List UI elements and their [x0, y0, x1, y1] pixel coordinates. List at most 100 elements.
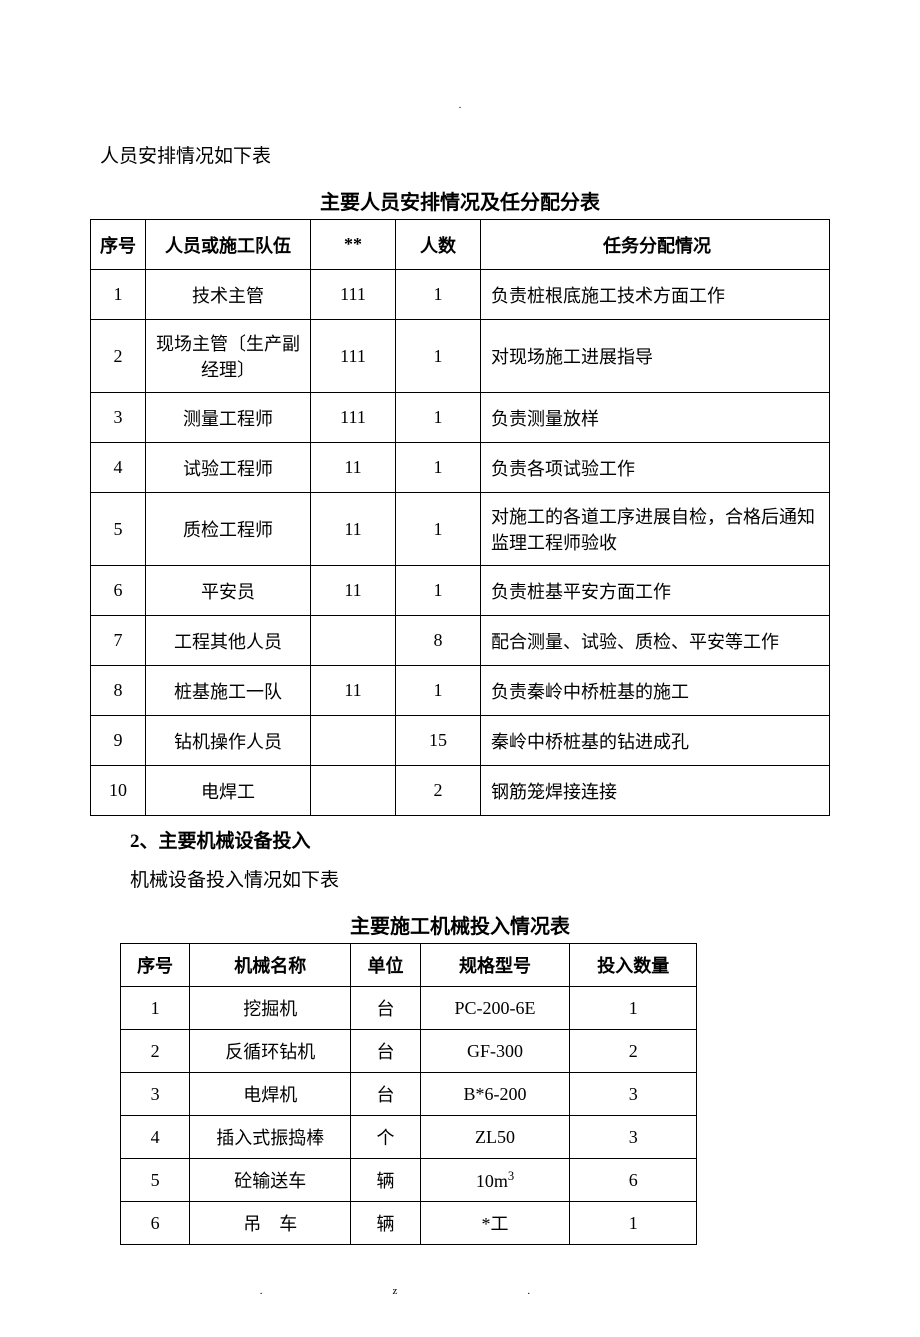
cell-task: 负责秦岭中桥桩基的施工: [481, 666, 830, 716]
cell-count: 1: [396, 566, 481, 616]
footer-right: z.: [393, 1285, 661, 1297]
cell-qty: 1: [570, 1202, 697, 1245]
cell-seq: 2: [121, 1030, 190, 1073]
cell-count: 1: [396, 443, 481, 493]
cell-seq: 7: [91, 616, 146, 666]
th2-qty: 投入数量: [570, 944, 697, 987]
table-row: 1技术主管1111负责桩根底施工技术方面工作: [91, 270, 830, 320]
table-row: 10电焊工2钢筋笼焊接连接: [91, 766, 830, 816]
cell-name: 插入式振捣棒: [190, 1116, 351, 1159]
cell-role: 工程其他人员: [146, 616, 311, 666]
cell-seq: 6: [91, 566, 146, 616]
cell-role: 钻机操作人员: [146, 716, 311, 766]
cell-name: 砼输送车: [190, 1159, 351, 1202]
cell-spec: ZL50: [420, 1116, 570, 1159]
cell-star: [311, 766, 396, 816]
cell-star: 111: [311, 393, 396, 443]
top-marker: .: [90, 100, 830, 111]
th-star: **: [311, 220, 396, 270]
cell-task: 负责桩基平安方面工作: [481, 566, 830, 616]
cell-count: 8: [396, 616, 481, 666]
th2-name: 机械名称: [190, 944, 351, 987]
cell-count: 1: [396, 320, 481, 393]
cell-seq: 2: [91, 320, 146, 393]
section2-heading: 2、主要机械设备投入: [130, 826, 830, 853]
cell-seq: 3: [121, 1073, 190, 1116]
cell-role: 测量工程师: [146, 393, 311, 443]
cell-star: 111: [311, 270, 396, 320]
th2-seq: 序号: [121, 944, 190, 987]
th-count: 人数: [396, 220, 481, 270]
cell-qty: 3: [570, 1073, 697, 1116]
cell-star: 11: [311, 666, 396, 716]
cell-unit: 辆: [351, 1202, 420, 1245]
cell-name: 挖掘机: [190, 987, 351, 1030]
cell-count: 1: [396, 666, 481, 716]
cell-count: 2: [396, 766, 481, 816]
cell-seq: 5: [91, 493, 146, 566]
table-row: 4插入式振捣棒个ZL503: [121, 1116, 697, 1159]
table1-header-row: 序号 人员或施工队伍 ** 人数 任务分配情况: [91, 220, 830, 270]
table-row: 8桩基施工一队111负责秦岭中桥桩基的施工: [91, 666, 830, 716]
footer: .z.: [90, 1285, 830, 1297]
table2-body: 1挖掘机台PC-200-6E12反循环钻机台GF-30023电焊机台B*6-20…: [121, 987, 697, 1245]
cell-star: 11: [311, 443, 396, 493]
cell-qty: 6: [570, 1159, 697, 1202]
cell-star: [311, 616, 396, 666]
cell-role: 桩基施工一队: [146, 666, 311, 716]
table-row: 9钻机操作人员15秦岭中桥桩基的钻进成孔: [91, 716, 830, 766]
personnel-table: 序号 人员或施工队伍 ** 人数 任务分配情况 1技术主管1111负责桩根底施工…: [90, 219, 830, 816]
table-row: 6平安员111负责桩基平安方面工作: [91, 566, 830, 616]
cell-star: 11: [311, 566, 396, 616]
th2-unit: 单位: [351, 944, 420, 987]
cell-qty: 1: [570, 987, 697, 1030]
cell-unit: 辆: [351, 1159, 420, 1202]
table-row: 1挖掘机台PC-200-6E1: [121, 987, 697, 1030]
cell-spec: GF-300: [420, 1030, 570, 1073]
table-row: 5砼输送车辆10m36: [121, 1159, 697, 1202]
cell-role: 技术主管: [146, 270, 311, 320]
cell-seq: 6: [121, 1202, 190, 1245]
table-row: 2反循环钻机台GF-3002: [121, 1030, 697, 1073]
cell-qty: 2: [570, 1030, 697, 1073]
cell-seq: 5: [121, 1159, 190, 1202]
th2-spec: 规格型号: [420, 944, 570, 987]
cell-unit: 台: [351, 987, 420, 1030]
cell-unit: 台: [351, 1073, 420, 1116]
cell-star: 111: [311, 320, 396, 393]
cell-seq: 4: [91, 443, 146, 493]
cell-seq: 3: [91, 393, 146, 443]
cell-task: 配合测量、试验、质检、平安等工作: [481, 616, 830, 666]
th-role: 人员或施工队伍: [146, 220, 311, 270]
cell-role: 平安员: [146, 566, 311, 616]
th-task: 任务分配情况: [481, 220, 830, 270]
cell-role: 试验工程师: [146, 443, 311, 493]
cell-task: 负责测量放样: [481, 393, 830, 443]
table-row: 7工程其他人员 8配合测量、试验、质检、平安等工作: [91, 616, 830, 666]
cell-task: 对施工的各道工序进展自检，合格后通知监理工程师验收: [481, 493, 830, 566]
cell-seq: 1: [121, 987, 190, 1030]
table-row: 3电焊机台B*6-2003: [121, 1073, 697, 1116]
cell-name: 吊 车: [190, 1202, 351, 1245]
table1-body: 1技术主管1111负责桩根底施工技术方面工作2现场主管〔生产副经理〕1111对现…: [91, 270, 830, 816]
cell-role: 质检工程师: [146, 493, 311, 566]
cell-count: 1: [396, 493, 481, 566]
cell-seq: 10: [91, 766, 146, 816]
table-row: 4试验工程师111负责各项试验工作: [91, 443, 830, 493]
cell-name: 反循环钻机: [190, 1030, 351, 1073]
cell-seq: 9: [91, 716, 146, 766]
intro-text: 人员安排情况如下表: [100, 141, 830, 168]
cell-star: 11: [311, 493, 396, 566]
cell-seq: 8: [91, 666, 146, 716]
footer-left: .: [260, 1285, 393, 1297]
cell-spec: 10m3: [420, 1159, 570, 1202]
cell-name: 电焊机: [190, 1073, 351, 1116]
cell-seq: 4: [121, 1116, 190, 1159]
cell-role: 现场主管〔生产副经理〕: [146, 320, 311, 393]
table-row: 6吊 车辆*工1: [121, 1202, 697, 1245]
th-seq: 序号: [91, 220, 146, 270]
cell-task: 负责各项试验工作: [481, 443, 830, 493]
table2-header-row: 序号 机械名称 单位 规格型号 投入数量: [121, 944, 697, 987]
cell-count: 1: [396, 270, 481, 320]
table2-title: 主要施工机械投入情况表: [90, 910, 830, 939]
